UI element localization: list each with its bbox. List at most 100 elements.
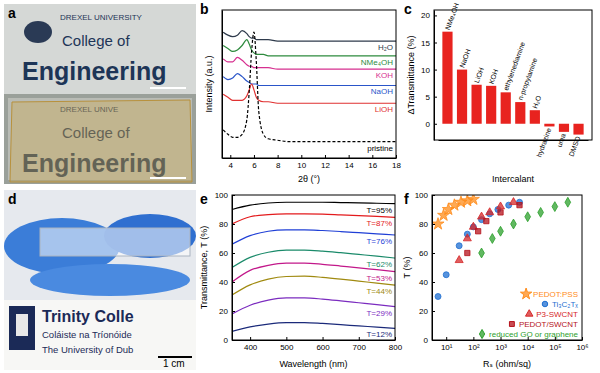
category-label: NMe₄OH	[444, 2, 460, 31]
point	[478, 212, 486, 219]
tick: 40	[419, 278, 435, 287]
tick-label: 40	[219, 278, 228, 287]
point	[525, 212, 531, 222]
point	[467, 195, 479, 204]
tick-label: 100	[415, 191, 429, 200]
bar	[486, 86, 496, 124]
logo-mark	[16, 314, 28, 336]
category-label: hydrazine	[535, 127, 553, 158]
legend-symbol	[509, 322, 514, 327]
point	[435, 294, 441, 300]
bar	[442, 32, 452, 124]
tick: 18	[392, 155, 401, 170]
panel-letter: a	[8, 5, 16, 21]
plot-area	[442, 32, 583, 135]
y-axis-title: T (%)	[402, 257, 412, 279]
paper	[4, 300, 196, 370]
tick: 10⁴	[522, 337, 535, 352]
category-label: H₂O	[531, 94, 542, 109]
tick-label: 20	[421, 11, 430, 20]
photo-text: 1 cm	[163, 358, 185, 369]
tick: 10	[297, 155, 306, 170]
series-line	[223, 57, 396, 69]
plot-frame	[434, 10, 592, 140]
y-axis-title: Intensity (a.u.)	[204, 55, 214, 112]
legend-label: PEDOT/SWCNT	[519, 320, 578, 329]
tick-label: 600	[316, 343, 330, 352]
series-line	[223, 31, 396, 41]
panel: NMe₄OHNaOHLiOHKOHethylenediaminen-propyl…	[404, 1, 592, 184]
category-label: NaOH	[458, 48, 471, 69]
tick-label: 12	[321, 161, 330, 170]
bar	[515, 102, 525, 124]
category-label: KOH	[487, 68, 499, 85]
x-axis-title: 2θ (°)	[298, 174, 320, 184]
plot-area	[432, 195, 571, 299]
scale-bar	[158, 356, 192, 358]
tick: 12	[321, 155, 330, 170]
tick: 0	[424, 336, 435, 345]
point	[511, 219, 517, 229]
point	[498, 210, 503, 215]
paper-top	[4, 4, 196, 94]
tick: 500	[280, 337, 294, 352]
tick: 80	[419, 220, 435, 229]
scale-bar	[150, 87, 186, 89]
x-axis: 400500600700800	[233, 337, 403, 352]
tick-label: 40	[419, 278, 428, 287]
plot-frame	[222, 10, 396, 158]
legend-symbol	[479, 329, 484, 338]
point	[538, 207, 544, 217]
tick-label: 18	[392, 161, 401, 170]
tick-label: 80	[419, 220, 428, 229]
tick-label: 10	[297, 161, 306, 170]
tick-label: 10¹	[441, 343, 453, 352]
panel: H₂ONMe₄OHKOHNaOHLiOHpristine468101214161…	[200, 1, 401, 184]
figure: DREXEL UNIVERSITYCollege ofEngineeringDR…	[0, 0, 600, 373]
photo-background	[4, 190, 196, 370]
tick: 5	[426, 93, 437, 102]
panel-letter: b	[200, 1, 209, 17]
photo-background	[4, 4, 196, 184]
tick-label: 14	[345, 161, 354, 170]
tick: 0	[224, 336, 235, 345]
panel-letter: f	[404, 191, 409, 207]
tick-label: 10⁵	[549, 343, 561, 352]
series-label: T=12%	[366, 330, 392, 339]
panel: DREXEL UNIVERSITYCollege ofEngineeringDR…	[4, 4, 196, 184]
tick-label: 10⁴	[522, 343, 535, 352]
series-label: NMe₄OH	[361, 58, 393, 67]
tick: 10¹	[441, 337, 453, 352]
series-label: T=44%	[366, 287, 392, 296]
point	[463, 234, 471, 241]
series-line	[223, 32, 396, 142]
tick: 10³	[495, 337, 507, 352]
point	[465, 250, 470, 255]
series-line	[223, 74, 396, 86]
tick: 6	[252, 155, 257, 170]
legend-label: P3-SWCNT	[536, 310, 578, 319]
x-axis: 4681012141618	[223, 155, 402, 170]
series-label: NaOH	[371, 87, 393, 96]
legend-symbol	[542, 301, 548, 307]
tick: 15	[421, 39, 437, 48]
tick: 700	[353, 337, 367, 352]
bar	[530, 110, 540, 124]
tick-label: 15	[421, 39, 430, 48]
x-axis-title: Wavelength (nm)	[279, 359, 347, 369]
x-axis-title: Rₛ (ohm/sq)	[483, 359, 531, 369]
tick-label: 60	[419, 249, 428, 258]
bar	[573, 124, 583, 135]
photo-text: Coláiste na Tríonóide	[42, 329, 132, 340]
tick-label: 4	[229, 161, 234, 170]
tick: 20	[219, 307, 235, 316]
x-axis-title: Intercalant	[492, 174, 535, 184]
photo-text: DREXEL UNIVERSITY	[60, 13, 143, 22]
tick-label: 60	[219, 249, 228, 258]
tick: 10⁵	[549, 337, 561, 352]
tick: 60	[219, 249, 235, 258]
panel-letter: d	[8, 191, 17, 207]
tick-label: 400	[244, 343, 258, 352]
panel: Trinity ColleColáiste na TríonóideThe Un…	[4, 190, 196, 370]
tick-label: 80	[219, 220, 228, 229]
